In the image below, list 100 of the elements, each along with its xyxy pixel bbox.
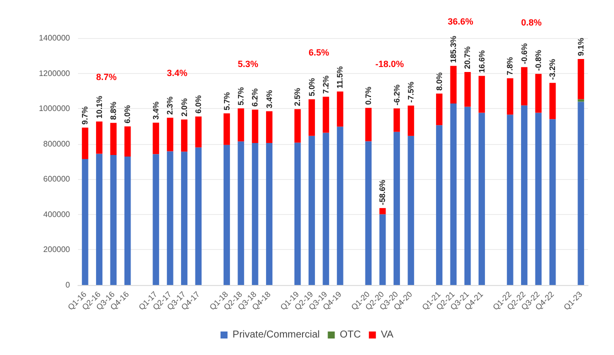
bar bbox=[478, 112, 485, 285]
legend-label: OTC bbox=[340, 330, 361, 340]
annotation: -3.2% bbox=[548, 58, 558, 80]
annotation: 2.3% bbox=[166, 96, 175, 115]
bar bbox=[166, 118, 174, 152]
annotation: 9.7% bbox=[80, 106, 90, 125]
annotation: 6.2% bbox=[250, 88, 260, 107]
bar bbox=[152, 154, 160, 285]
bar bbox=[336, 126, 344, 285]
annotation: 7.2% bbox=[321, 76, 330, 94]
y-tick-label: 200000 bbox=[43, 245, 71, 254]
annotation: 5.7% bbox=[236, 87, 246, 106]
bar bbox=[266, 111, 272, 143]
bar bbox=[96, 154, 102, 285]
bar bbox=[252, 110, 258, 143]
bar bbox=[82, 128, 88, 160]
y-tick-label: 0 bbox=[66, 280, 71, 290]
bar bbox=[322, 132, 330, 285]
annotation: 9.1% bbox=[576, 38, 586, 56]
bar bbox=[478, 76, 485, 113]
annotation: 7.8% bbox=[506, 56, 515, 76]
annotation: 3.4% bbox=[151, 101, 160, 120]
bar bbox=[365, 141, 372, 285]
bar bbox=[379, 208, 386, 214]
bar bbox=[549, 82, 556, 120]
bar bbox=[408, 106, 414, 136]
bar bbox=[195, 147, 202, 285]
bar bbox=[578, 58, 584, 100]
annotation: 5.3% bbox=[238, 58, 258, 69]
bar bbox=[464, 106, 471, 285]
bar bbox=[535, 112, 542, 285]
bar bbox=[82, 159, 88, 285]
bar bbox=[308, 99, 315, 136]
annotation: 0.7% bbox=[364, 86, 373, 105]
annotation: -7.5% bbox=[406, 82, 416, 103]
annotation: 8.8% bbox=[108, 102, 118, 120]
bar bbox=[308, 136, 315, 285]
bar bbox=[506, 114, 514, 285]
bar bbox=[535, 74, 542, 113]
bar bbox=[181, 152, 188, 285]
y-tick-label: 1400000 bbox=[38, 34, 71, 42]
annotation: 11.5% bbox=[336, 66, 345, 88]
bar bbox=[365, 108, 372, 142]
annotation: 20.7% bbox=[463, 46, 472, 70]
bar bbox=[152, 122, 160, 154]
annotation: -58.6% bbox=[378, 180, 388, 206]
bar bbox=[521, 67, 528, 106]
bar bbox=[322, 96, 330, 133]
bar bbox=[124, 156, 131, 285]
bar bbox=[578, 99, 584, 102]
bar bbox=[238, 108, 244, 142]
legend-label: Private/Commercial bbox=[232, 330, 320, 340]
y-tick-label: 400000 bbox=[43, 210, 71, 219]
y-tick-label: 1200000 bbox=[38, 68, 71, 78]
bar bbox=[294, 142, 301, 285]
annotation: 2.0% bbox=[180, 98, 189, 117]
bar bbox=[394, 132, 400, 285]
bar bbox=[506, 78, 514, 115]
annotation: 6.0% bbox=[123, 105, 132, 124]
bar bbox=[521, 105, 528, 285]
text: 0.8% bbox=[521, 18, 542, 28]
bar bbox=[96, 121, 102, 154]
y-tick-label: 1000000 bbox=[38, 104, 71, 114]
annotation: -18.0% bbox=[375, 58, 404, 69]
bar bbox=[252, 142, 258, 285]
bar bbox=[436, 125, 442, 285]
y-tick-label: 600000 bbox=[43, 174, 71, 184]
annotation: 6.5% bbox=[308, 47, 330, 58]
annotation: -6.2% bbox=[392, 84, 402, 106]
annotation: 16.6% bbox=[477, 50, 486, 73]
annotation: -0.6% bbox=[520, 43, 529, 64]
bar bbox=[578, 102, 584, 285]
annotation: 5.7% bbox=[222, 92, 232, 110]
annotation: 3.4% bbox=[264, 90, 274, 108]
annotation: 10.1% bbox=[94, 96, 104, 118]
annotation: 8.0% bbox=[434, 72, 444, 91]
bar bbox=[224, 144, 230, 285]
bar bbox=[110, 122, 117, 155]
annotation: 2.5% bbox=[293, 88, 302, 106]
bar bbox=[450, 66, 457, 104]
annotation: -0.8% bbox=[534, 50, 543, 71]
annotation: 185.3% bbox=[448, 36, 458, 63]
legend-label: VA bbox=[380, 330, 394, 340]
bar bbox=[336, 91, 344, 127]
bar bbox=[408, 136, 414, 285]
annotation: 5.0% bbox=[307, 78, 316, 96]
y-tick-label: 800000 bbox=[43, 139, 71, 148]
bar bbox=[195, 116, 202, 148]
bar bbox=[181, 120, 188, 152]
bar bbox=[124, 126, 131, 157]
bar bbox=[110, 154, 117, 285]
bar bbox=[464, 72, 471, 107]
bar bbox=[436, 94, 442, 126]
annotation: 3.4% bbox=[166, 68, 188, 78]
bar bbox=[294, 109, 301, 143]
text: 36.6% bbox=[448, 16, 474, 26]
bar bbox=[450, 103, 457, 285]
bar bbox=[394, 108, 400, 132]
annotation: 6.0% bbox=[194, 95, 203, 114]
bar bbox=[224, 113, 230, 145]
